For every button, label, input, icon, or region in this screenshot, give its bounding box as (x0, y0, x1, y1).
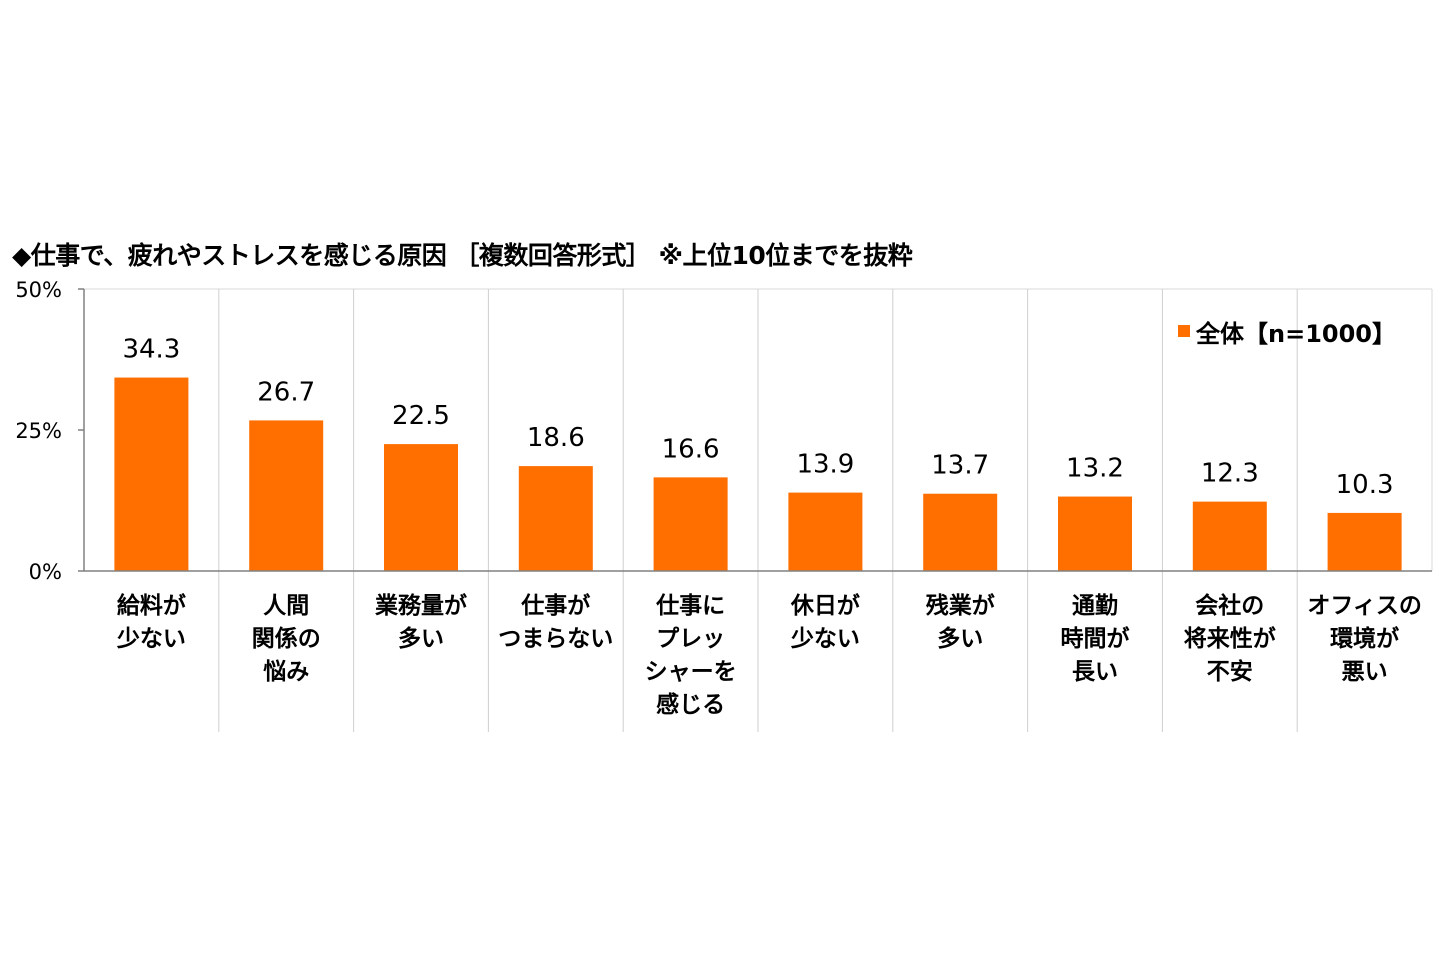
category-label-line: プレッ (656, 626, 725, 652)
category-label-line: 通勤 (1072, 593, 1118, 619)
category-label-line: 悩み (263, 659, 309, 685)
category-label-line: 関係の (252, 626, 321, 652)
category-label-line: シャーを (645, 659, 737, 685)
category-label-line: 給料が (117, 592, 186, 619)
category-label: オフィスの環境が悪い (1307, 593, 1422, 685)
legend: 全体【n=1000】 (1178, 315, 1396, 348)
category-label-line: 環境が (1330, 625, 1399, 652)
category-label-line: 仕事が (520, 592, 590, 619)
value-label: 22.5 (392, 401, 450, 431)
value-label: 26.7 (257, 377, 315, 407)
bar (1058, 496, 1132, 571)
bar (1327, 512, 1402, 571)
category-label: 人間関係の悩み (252, 593, 321, 685)
category-label-line: 少ない (116, 626, 186, 652)
category-label-line: 不安 (1207, 658, 1253, 685)
category-label-line: 業務量が (374, 592, 467, 619)
value-label: 18.6 (527, 423, 585, 453)
category-label: 休日が少ない (790, 592, 860, 652)
category-label-line: オフィスの (1307, 593, 1422, 619)
category-label: 会社の将来性が不安 (1184, 592, 1276, 685)
legend-swatch (1178, 325, 1190, 337)
bar (788, 492, 863, 571)
bar (249, 420, 324, 571)
category-label-line: 時間が (1061, 625, 1130, 652)
bar (1192, 501, 1267, 571)
category-label-line: 人間 (263, 593, 309, 619)
category-label: 業務量が多い (374, 592, 467, 652)
category-label-line: つまらない (498, 626, 613, 652)
category-label: 通勤時間が長い (1061, 593, 1130, 685)
axis-layer: 0% 25% 50% (15, 278, 1432, 584)
category-label: 仕事がつまらない (498, 592, 613, 652)
category-label-line: 会社の (1195, 592, 1264, 619)
bar-layer (114, 377, 1402, 571)
category-label: 残業が多い (926, 592, 995, 652)
value-label: 13.9 (796, 450, 854, 480)
value-label: 10.3 (1336, 470, 1394, 500)
bar (114, 377, 189, 571)
category-label-line: 残業が (926, 592, 995, 619)
y-tick-label: 50% (15, 278, 62, 302)
value-label: 12.3 (1201, 459, 1259, 489)
bar (653, 477, 728, 571)
value-label: 13.7 (931, 451, 989, 481)
category-label-line: 長い (1072, 659, 1118, 685)
category-label-line: 多い (398, 625, 444, 652)
category-label-line: 多い (937, 625, 983, 652)
bar (384, 444, 458, 571)
y-tick-label: 0% (29, 560, 62, 584)
category-label-line: 少ない (790, 626, 860, 652)
value-label: 34.3 (122, 335, 180, 365)
legend-label: 全体【n=1000】 (1196, 319, 1396, 348)
category-label-line: 仕事に (655, 592, 725, 619)
label-layer: 34.3 給料が少ない 26.7 人間関係の悩み 22.5 業務量が多い 18.6 仕事がつま… (116, 335, 1422, 718)
grid-layer (84, 288, 1433, 732)
category-label-line: 感じる (656, 691, 725, 718)
value-label: 13.2 (1066, 454, 1124, 484)
value-label: 16.6 (662, 434, 720, 464)
bar (518, 466, 593, 571)
category-label-line: 休日が (790, 592, 860, 619)
y-tick-label: 25% (15, 419, 62, 443)
bar (923, 493, 998, 571)
category-label-line: 悪い (1342, 659, 1388, 685)
category-label: 仕事にプレッシャーを感じる (645, 592, 737, 718)
chart-title: ◆仕事で、疲れやストレスを感じる原因 ［複数回答形式］ ※上位10位までを抜粋 (12, 241, 913, 270)
category-label: 給料が少ない (116, 592, 186, 652)
category-label-line: 将来性が (1184, 625, 1276, 652)
